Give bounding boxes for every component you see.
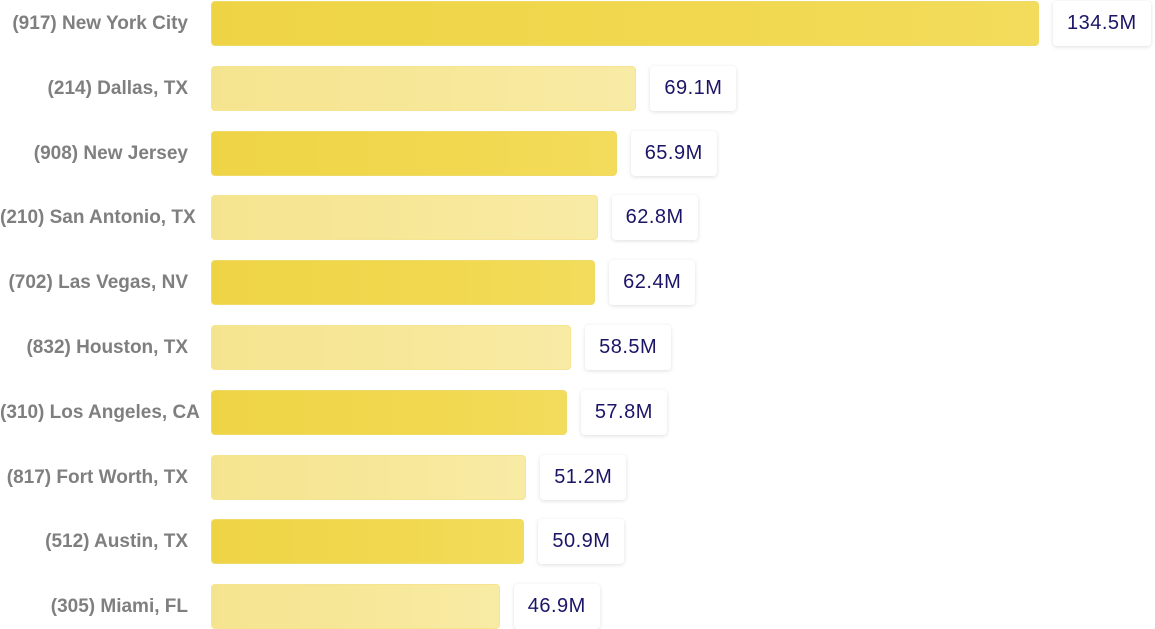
- value-label: 62.8M: [611, 195, 698, 241]
- category-label: (305) Miami, FL: [50, 596, 188, 618]
- value-label: 69.1M: [650, 65, 737, 111]
- category-label: (210) San Antonio, TX: [0, 207, 196, 229]
- bar: [211, 454, 527, 500]
- bar-row: (214) Dallas, TX 69.1M: [0, 65, 1155, 111]
- bar-row: (817) Fort Worth, TX 51.2M: [0, 454, 1155, 500]
- value-label: 51.2M: [540, 454, 627, 500]
- bar-row: (310) Los Angeles, CA 57.8M: [0, 389, 1155, 435]
- bar: [211, 260, 596, 306]
- category-label: (908) New Jersey: [33, 142, 188, 164]
- value-label: 134.5M: [1053, 1, 1151, 46]
- bar: [211, 130, 617, 176]
- bar-row: (305) Miami, FL 46.9M: [0, 584, 1155, 629]
- category-label: (832) Houston, TX: [26, 337, 188, 358]
- bar-row: (908) New Jersey 65.9M: [0, 130, 1155, 176]
- bar: [211, 325, 572, 370]
- category-label: (817) Fort Worth, TX: [6, 466, 188, 488]
- bar-row: (917) New York City 134.5M: [0, 1, 1155, 46]
- bar-row: (702) Las Vegas, NV 62.4M: [0, 260, 1155, 306]
- value-label: 57.8M: [580, 389, 667, 435]
- category-label: (512) Austin, TX: [45, 531, 188, 553]
- category-label: (310) Los Angeles, CA: [0, 401, 200, 423]
- bar: [211, 389, 567, 435]
- value-label: 58.5M: [585, 325, 672, 370]
- value-label: 62.4M: [609, 260, 696, 306]
- category-label: (702) Las Vegas, NV: [8, 272, 188, 294]
- bar: [211, 1, 1039, 46]
- category-label: (917) New York City: [12, 13, 188, 34]
- bar: [211, 519, 525, 565]
- bar-row: (832) Houston, TX 58.5M: [0, 325, 1155, 370]
- category-label: (214) Dallas, TX: [47, 77, 188, 99]
- bar: [211, 195, 598, 241]
- bar: [211, 65, 637, 111]
- value-label: 50.9M: [538, 519, 625, 565]
- bar-row: (512) Austin, TX 50.9M: [0, 519, 1155, 565]
- value-label: 65.9M: [630, 130, 717, 176]
- bar: [211, 584, 500, 629]
- bar-row: (210) San Antonio, TX 62.8M: [0, 195, 1155, 241]
- value-label: 46.9M: [513, 584, 600, 629]
